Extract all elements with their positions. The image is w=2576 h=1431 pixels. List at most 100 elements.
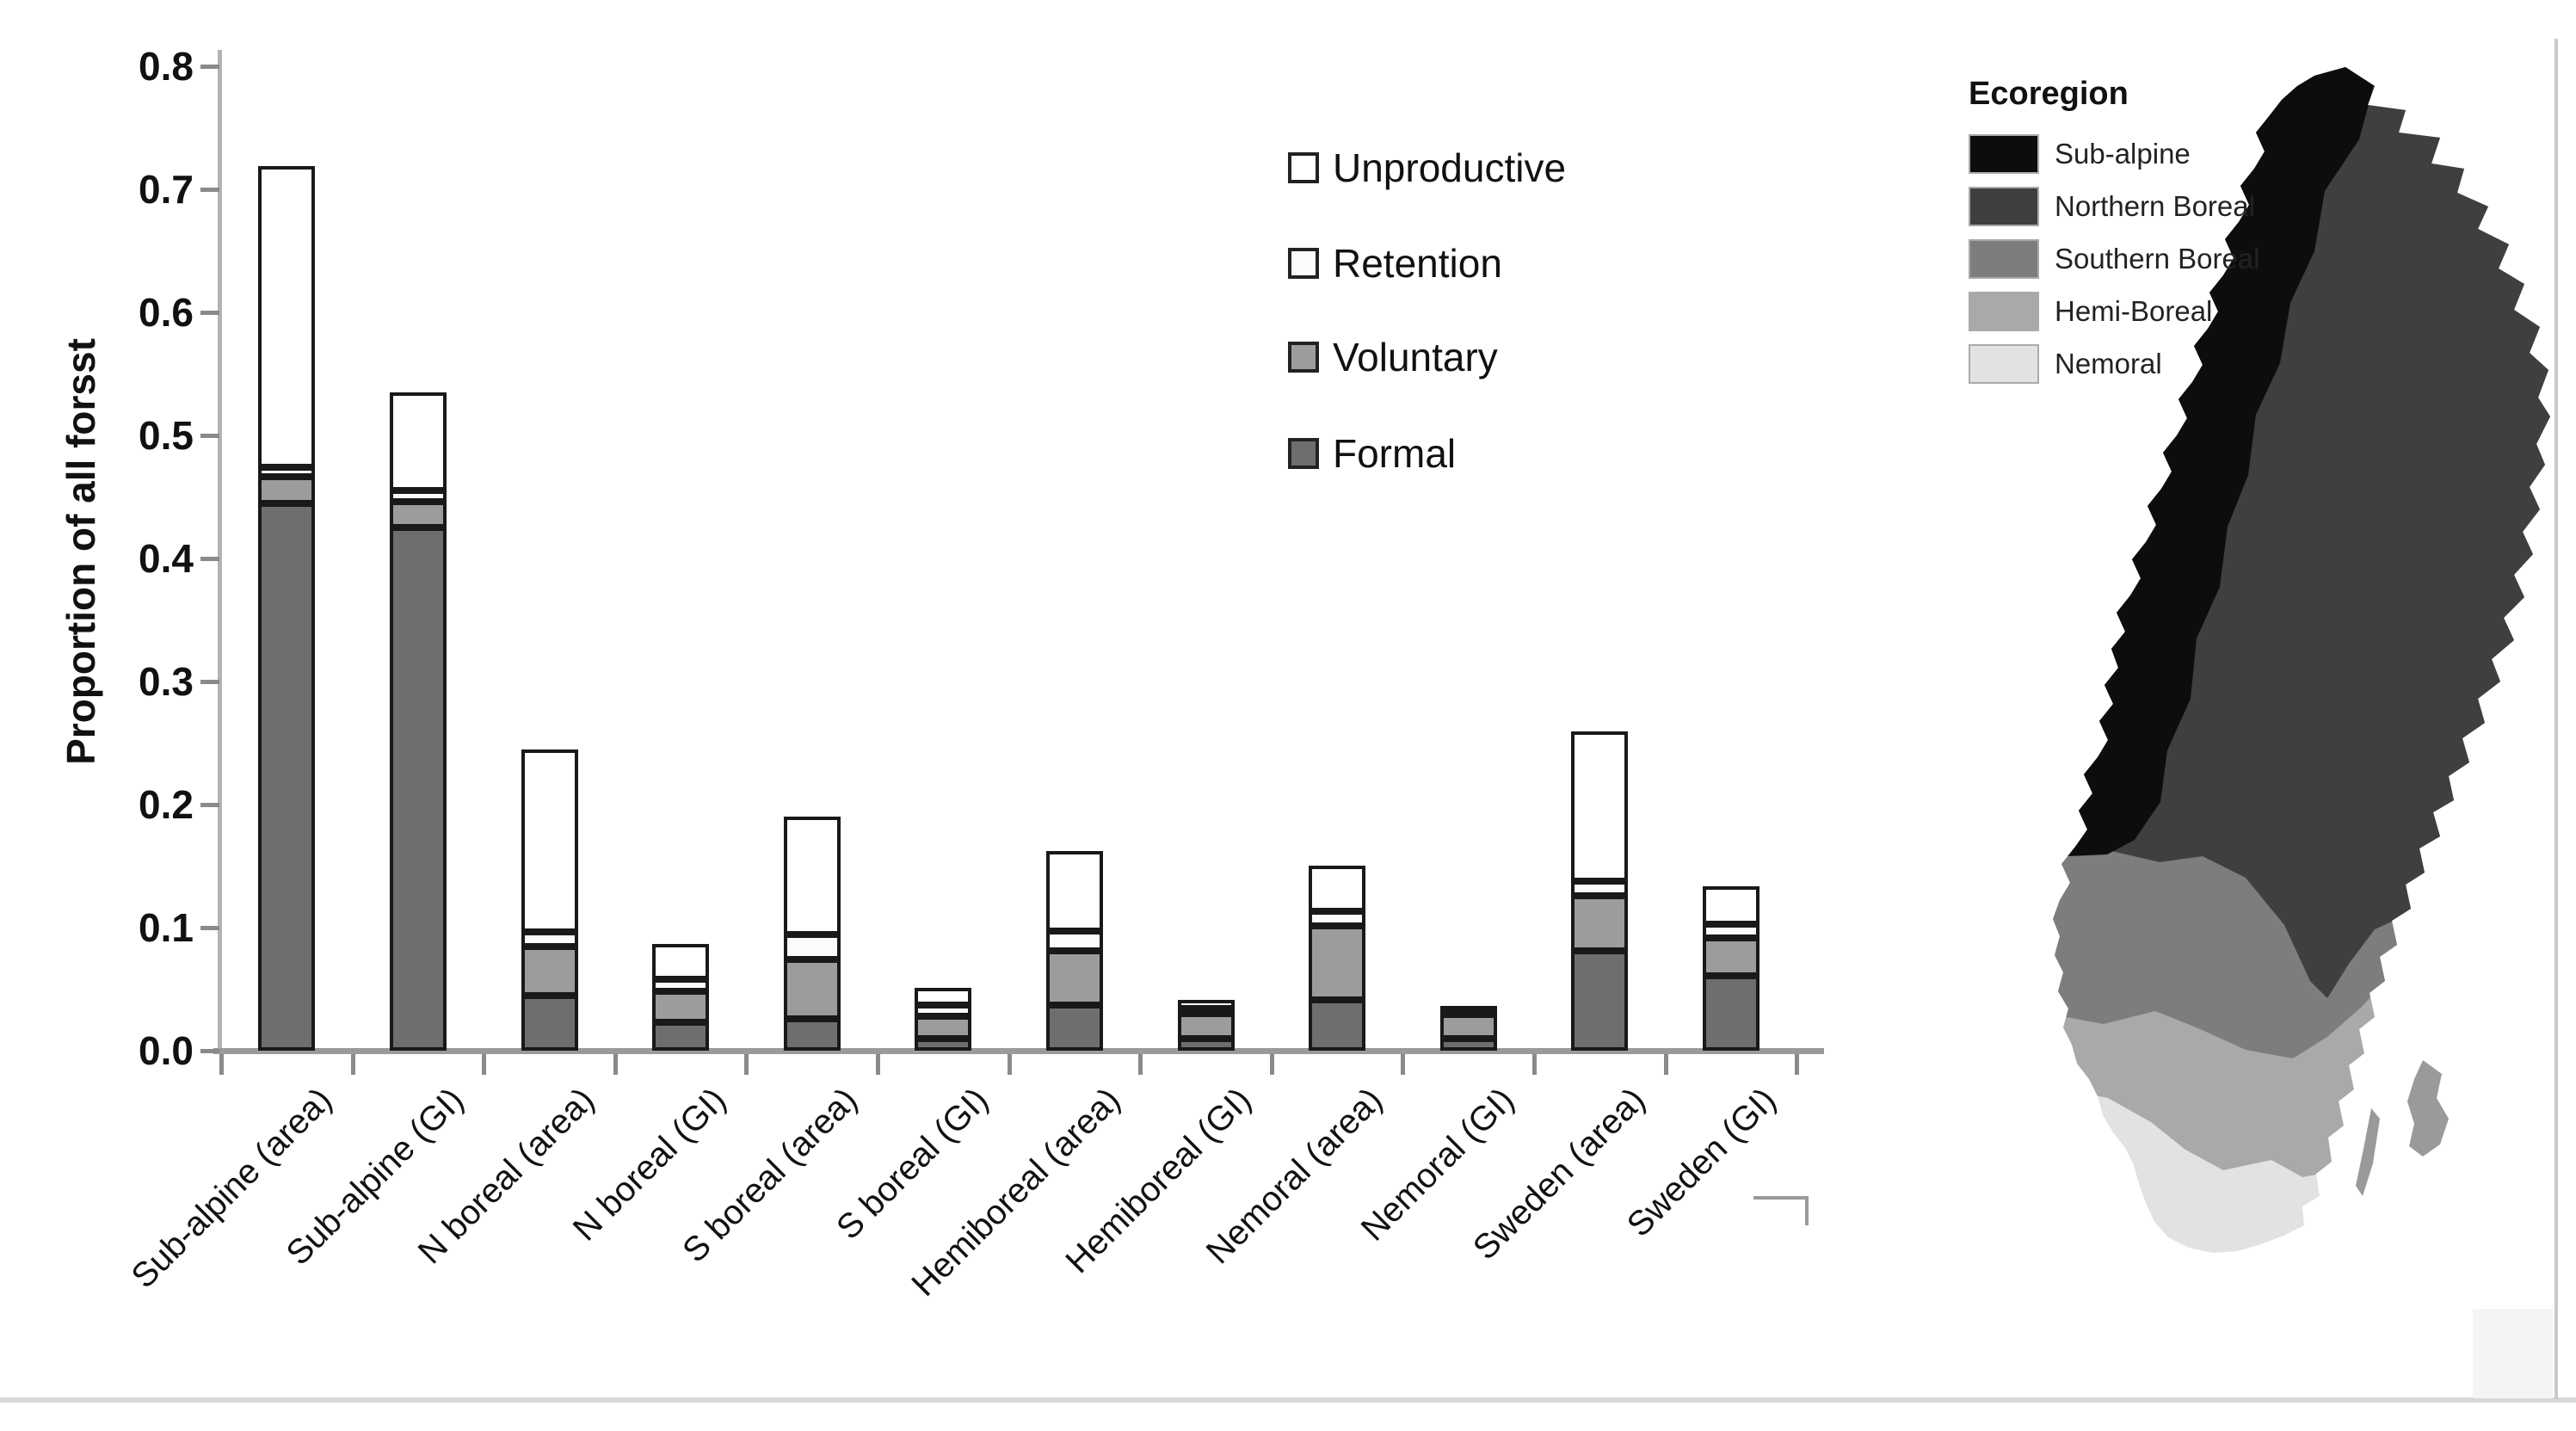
x-tick — [482, 1054, 487, 1075]
map-legend-item: Northern Boreal — [1969, 187, 2255, 226]
y-tick-label: 0.3 — [139, 659, 194, 704]
legend-swatch-unproductive — [1288, 152, 1319, 183]
bar-segment-retention — [389, 490, 447, 502]
legend-label: Retention — [1333, 241, 1502, 286]
y-tick-label: 0.2 — [139, 782, 194, 827]
bar-segment-formal — [1702, 976, 1759, 1051]
bar-segment-voluntary — [1309, 926, 1366, 1000]
bar-segment-unproductive — [652, 944, 710, 979]
x-tick — [744, 1054, 749, 1075]
map-island-oland — [2356, 1108, 2380, 1196]
bar-segment-formal — [389, 527, 447, 1051]
map-legend-label: Southern Boreal — [2055, 243, 2260, 274]
y-tick — [200, 557, 219, 561]
y-tick — [200, 311, 219, 315]
map-legend-swatch-northern boreal — [1969, 187, 2039, 226]
chart-legend-item: Voluntary — [1288, 334, 1498, 380]
bar-segment-retention — [1177, 1008, 1235, 1015]
map-legend-label: Nemoral — [2055, 348, 2162, 379]
bar-segment-unproductive — [521, 749, 578, 932]
bar-segment-voluntary — [1177, 1014, 1235, 1039]
bar-segment-formal — [915, 1039, 972, 1051]
bar-segment-formal — [1045, 1005, 1103, 1051]
bar-segment-unproductive — [1309, 866, 1366, 911]
map-legend-swatch-nemoral — [1969, 344, 2039, 384]
y-tick — [200, 803, 219, 807]
x-axis-line — [213, 1048, 1824, 1054]
x-tick — [1401, 1054, 1406, 1075]
legend-label: Unproductive — [1333, 145, 1567, 190]
bar-segment-unproductive — [915, 988, 972, 1005]
bar-segment-voluntary — [1702, 938, 1759, 976]
legend-label: Formal — [1333, 431, 1457, 476]
x-tick — [1663, 1054, 1668, 1075]
bar-segment-unproductive — [1177, 1000, 1235, 1008]
bar-segment-formal — [521, 996, 578, 1051]
bar-segment-retention — [652, 979, 710, 991]
bar-segment-voluntary — [652, 991, 710, 1022]
x-tick — [1007, 1054, 1012, 1075]
map-legend-swatch-sub-alpine — [1969, 134, 2039, 174]
map-legend-title: Ecoregion — [1969, 76, 2129, 112]
map-legend-label: Northern Boreal — [2055, 190, 2255, 222]
y-axis-line — [218, 50, 222, 1053]
y-tick — [200, 434, 219, 438]
map-legend-swatch-southern boreal — [1969, 239, 2039, 279]
bar-segment-formal — [1571, 951, 1629, 1051]
bar-segment-voluntary — [915, 1016, 972, 1039]
map-legend-item: Hemi-Boreal — [1969, 292, 2212, 331]
bar-segment-retention — [258, 467, 316, 477]
y-tick — [200, 926, 219, 930]
x-tick — [350, 1054, 355, 1075]
bar-segment-unproductive — [1571, 731, 1629, 881]
y-tick-label: 0.1 — [139, 905, 194, 950]
y-tick — [200, 188, 219, 192]
map-legend-item: Nemoral — [1969, 344, 2162, 384]
bar-segment-voluntary — [783, 959, 841, 1019]
x-tick — [1795, 1054, 1800, 1075]
legend-swatch-retention — [1288, 248, 1319, 279]
x-tick — [1138, 1054, 1143, 1075]
map-legend-label: Hemi-Boreal — [2055, 295, 2213, 327]
corner-placeholder-box — [2473, 1309, 2553, 1398]
x-tick — [1532, 1054, 1537, 1075]
map-legend-label: Sub-alpine — [2055, 138, 2191, 170]
bar-segment-retention — [783, 934, 841, 959]
bar-segment-formal — [652, 1022, 710, 1051]
bar-segment-retention — [1309, 911, 1366, 926]
bar-segment-unproductive — [389, 392, 447, 490]
chart-legend-item: Formal — [1288, 430, 1456, 477]
y-tick — [200, 65, 219, 69]
legend-swatch-voluntary — [1288, 342, 1319, 373]
chart-legend-item: Unproductive — [1288, 145, 1566, 191]
bar-segment-unproductive — [1439, 1006, 1497, 1013]
map-legend-item: Southern Boreal — [1969, 239, 2260, 279]
bar-segment-retention — [1571, 881, 1629, 896]
page-right-rule — [2554, 39, 2558, 1399]
legend-swatch-formal — [1288, 438, 1319, 469]
bar-segment-retention — [1702, 924, 1759, 938]
bar-segment-voluntary — [389, 502, 447, 527]
bar-segment-formal — [1309, 1000, 1366, 1051]
y-tick-label: 0.0 — [139, 1028, 194, 1073]
x-tick — [1269, 1054, 1274, 1075]
bar-segment-unproductive — [783, 817, 841, 934]
y-tick-label: 0.8 — [139, 44, 194, 89]
map-legend-item: Sub-alpine — [1969, 134, 2191, 174]
y-tick-label: 0.7 — [139, 167, 194, 212]
bar-segment-unproductive — [258, 166, 316, 467]
bar-segment-formal — [783, 1019, 841, 1051]
bar-segment-voluntary — [1045, 951, 1103, 1005]
corner-bracket-mark — [1805, 1196, 1809, 1225]
legend-label: Voluntary — [1333, 335, 1498, 379]
sweden-ecoregion-map — [2053, 67, 2550, 1253]
bar-segment-formal — [1439, 1039, 1497, 1051]
y-tick-label: 0.6 — [139, 290, 194, 335]
bar-segment-voluntary — [1571, 896, 1629, 951]
x-tick — [613, 1054, 618, 1075]
y-tick — [200, 1049, 219, 1053]
page-bottom-rule — [0, 1397, 2576, 1403]
x-tick — [219, 1054, 224, 1075]
bar-segment-retention — [521, 932, 578, 947]
